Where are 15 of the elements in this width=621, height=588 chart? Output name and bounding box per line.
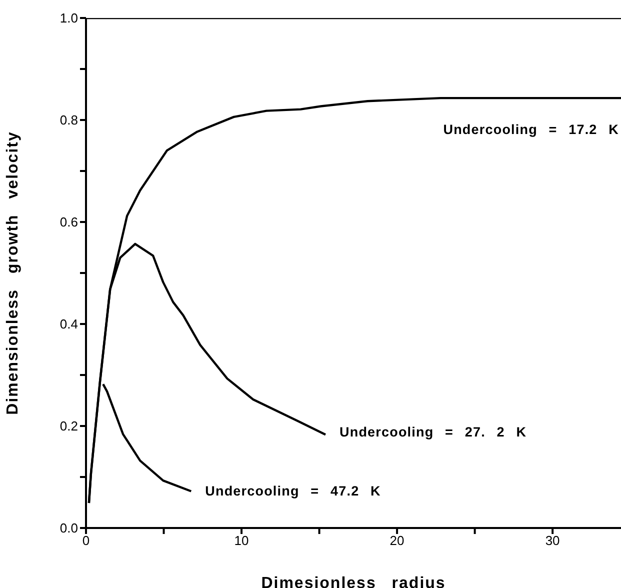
y-axis-title: Dimensionless growth velocity: [4, 131, 22, 415]
y-tick-label: 0.8: [60, 112, 78, 128]
series-label: Undercooling = 27. 2 K: [340, 424, 527, 440]
x-tick-label: 10: [234, 533, 249, 548]
x-tick-label: 30: [545, 533, 560, 548]
x-tick-label: 0: [82, 533, 90, 548]
y-tick-label: 1.0: [60, 10, 78, 26]
series-label: Undercooling = 17.2 K: [443, 122, 619, 138]
x-axis-title: Dimesionless radius: [261, 575, 446, 588]
y-tick-label: 0.4: [60, 316, 78, 332]
series-label: Undercooling = 47.2 K: [205, 483, 381, 498]
y-tick-label: 0.2: [60, 418, 78, 434]
x-tick-label: 20: [390, 533, 404, 548]
y-tick-label: 0.6: [60, 214, 78, 230]
y-tick-label: 0.0: [60, 520, 78, 536]
